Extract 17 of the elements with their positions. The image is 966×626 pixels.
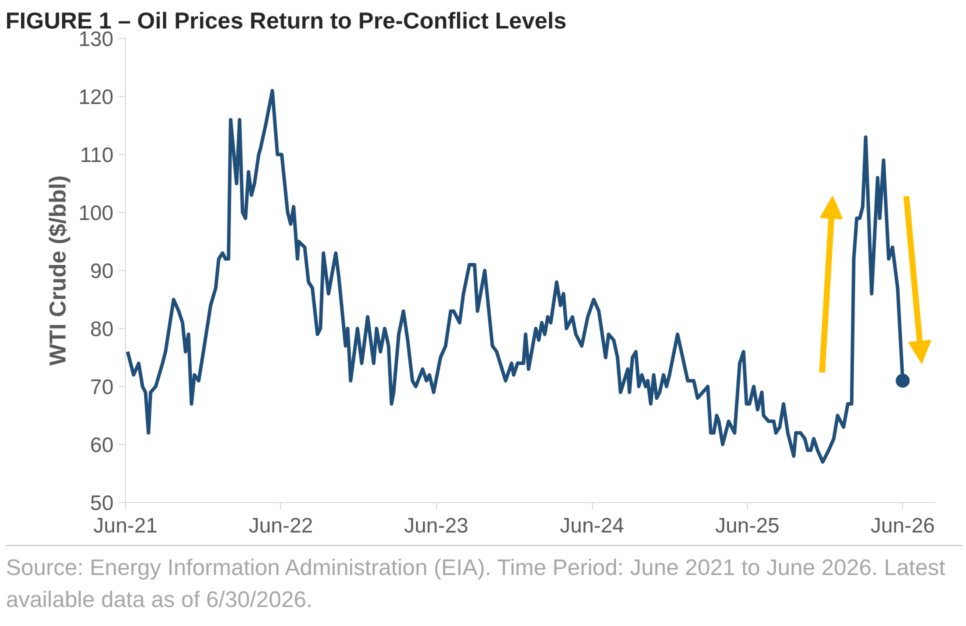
- x-tick-label: Jun-22: [248, 514, 313, 538]
- y-tick-label: 70: [90, 376, 114, 399]
- x-tick-label: Jun-23: [404, 514, 468, 538]
- y-tick-label: 90: [90, 260, 114, 283]
- y-tick-label: 80: [90, 318, 114, 341]
- x-tick-label: Jun-26: [870, 514, 935, 538]
- x-tick-label: Jun-25: [715, 514, 780, 538]
- x-tick-label: Jun-21: [93, 514, 158, 538]
- y-tick-label: 60: [90, 434, 114, 457]
- y-tick-label: 110: [80, 144, 114, 167]
- y-tick-label: 50: [90, 492, 114, 515]
- y-tick-label: 130: [78, 28, 114, 51]
- y-axis-title: WTI Crude ($/bbl): [44, 175, 70, 366]
- y-tick-label: 100: [78, 202, 114, 225]
- source-note: Source: Energy Information Administration (EIA). Time Period: June 2021 to June 2026. Latest available data as of 6/30/2026.: [6, 554, 946, 614]
- x-tick-label: Jun-24: [560, 514, 624, 538]
- y-tick-label: 120: [78, 86, 114, 109]
